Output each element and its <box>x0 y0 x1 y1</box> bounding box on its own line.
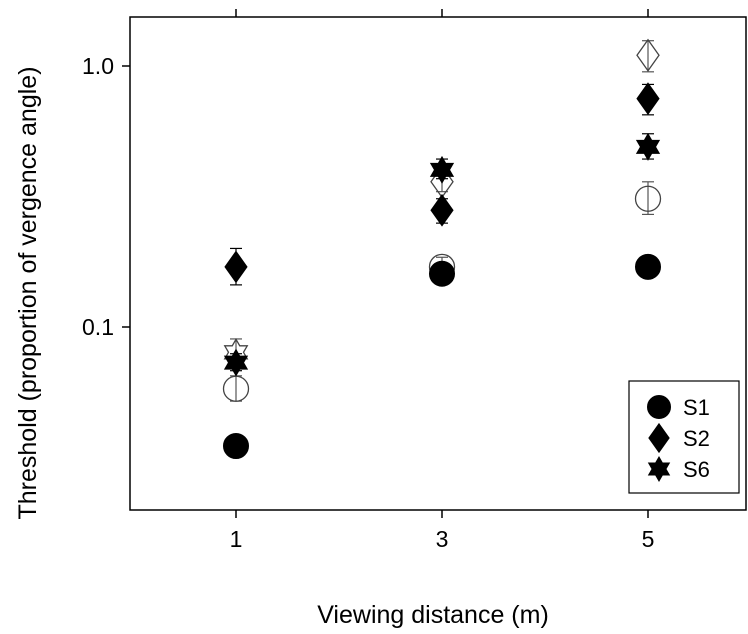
marker-star-filled <box>635 132 661 161</box>
marker-circle-open <box>634 185 662 212</box>
data-point-circle-open <box>222 375 250 402</box>
legend-entry-s1: S1 <box>647 395 710 420</box>
y-tick-label: 0.1 <box>82 314 114 340</box>
legend-entry-s2: S2 <box>648 422 710 454</box>
data-point-diamond-filled <box>636 82 660 116</box>
marker-diamond-filled <box>430 193 454 227</box>
data-point-diamond-open <box>636 38 660 73</box>
data-point-diamond-filled <box>430 193 454 227</box>
data-point-star-filled <box>429 155 455 184</box>
legend-label: S2 <box>683 426 710 451</box>
marker-diamond-filled <box>224 250 248 284</box>
ticks-layer: 1 3 5 0.1 1.0 <box>82 9 654 552</box>
x-axis-label: Viewing distance (m) <box>317 601 549 629</box>
legend-marker-star <box>647 456 671 482</box>
legend-label: S6 <box>683 457 710 482</box>
marker-diamond-open <box>636 38 660 72</box>
legend-marker-circle <box>647 395 671 419</box>
data-point-circle-filled <box>635 253 661 280</box>
x-tick-label: 3 <box>436 526 449 552</box>
y-tick-label: 1.0 <box>82 53 114 79</box>
plot-frame <box>129 16 747 511</box>
marker-star-filled <box>429 155 455 184</box>
legend-entry-s6: S6 <box>647 456 710 482</box>
data-point-circle-filled <box>223 432 249 459</box>
legend-label: S1 <box>683 395 710 420</box>
legend: S1 S2 S6 <box>628 380 740 494</box>
x-tick-label: 1 <box>230 526 243 552</box>
legend-marker-diamond <box>648 422 670 454</box>
marks-layer <box>222 38 662 459</box>
marker-circle-filled <box>635 253 661 280</box>
data-point-circle-filled <box>429 260 455 287</box>
marker-star-filled <box>223 348 249 377</box>
data-point-diamond-filled <box>224 247 248 286</box>
data-point-star-filled <box>635 132 661 161</box>
marker-circle-filled <box>429 260 455 287</box>
data-point-circle-open <box>634 181 662 216</box>
legend-box <box>628 380 740 494</box>
marker-circle-filled <box>223 432 249 459</box>
data-point-star-filled <box>223 348 249 377</box>
y-axis-label: Threshold (proportion of vergence angle) <box>14 66 42 519</box>
x-tick-label: 5 <box>642 526 655 552</box>
marker-diamond-filled <box>636 82 660 115</box>
